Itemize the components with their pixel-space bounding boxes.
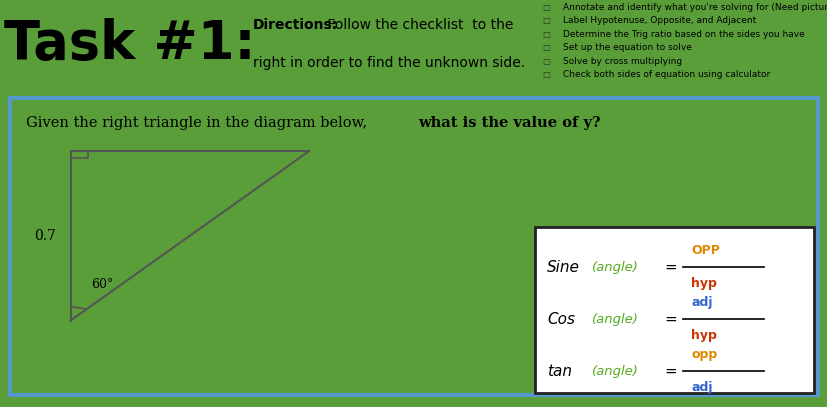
Text: OPP: OPP (691, 244, 719, 257)
Text: □: □ (542, 30, 550, 39)
Text: 0.7: 0.7 (34, 229, 56, 243)
Text: Task #1:: Task #1: (4, 18, 256, 70)
Text: □: □ (542, 70, 550, 79)
Text: adj: adj (691, 381, 712, 394)
Text: Label Hypotenuse, Opposite, and Adjacent: Label Hypotenuse, Opposite, and Adjacent (562, 16, 755, 25)
Text: (angle): (angle) (591, 260, 638, 274)
Text: Solve by cross multiplying: Solve by cross multiplying (562, 57, 681, 66)
Text: =: = (664, 260, 676, 275)
Text: Determine the Trig ratio based on the sides you have: Determine the Trig ratio based on the si… (562, 30, 804, 39)
Text: Follow the checklist  to the: Follow the checklist to the (323, 18, 513, 31)
Text: Given the right triangle in the diagram below,: Given the right triangle in the diagram … (26, 116, 371, 129)
Text: Check both sides of equation using calculator: Check both sides of equation using calcu… (562, 70, 769, 79)
Text: Directions:: Directions: (252, 18, 337, 31)
Text: (angle): (angle) (591, 313, 638, 326)
Text: adj: adj (691, 296, 712, 309)
Text: hyp: hyp (691, 277, 716, 290)
Text: hyp: hyp (691, 329, 716, 342)
Text: right in order to find the unknown side.: right in order to find the unknown side. (252, 56, 524, 70)
Text: □: □ (542, 57, 550, 66)
Text: (angle): (angle) (591, 365, 638, 378)
Text: opp: opp (691, 348, 716, 361)
Text: Annotate and identify what you're solving for (Need picture?): Annotate and identify what you're solvin… (562, 2, 827, 12)
Text: Sine: Sine (547, 260, 580, 275)
Text: =: = (664, 363, 676, 379)
Text: what is the value of y?: what is the value of y? (418, 116, 600, 129)
Text: 60°: 60° (91, 278, 113, 291)
Text: =: = (664, 311, 676, 326)
Text: tan: tan (547, 363, 571, 379)
Text: Cos: Cos (547, 311, 575, 326)
Text: □: □ (542, 2, 550, 12)
Text: Set up the equation to solve: Set up the equation to solve (562, 43, 691, 53)
Text: □: □ (542, 16, 550, 25)
Text: □: □ (542, 43, 550, 53)
FancyBboxPatch shape (534, 227, 813, 393)
